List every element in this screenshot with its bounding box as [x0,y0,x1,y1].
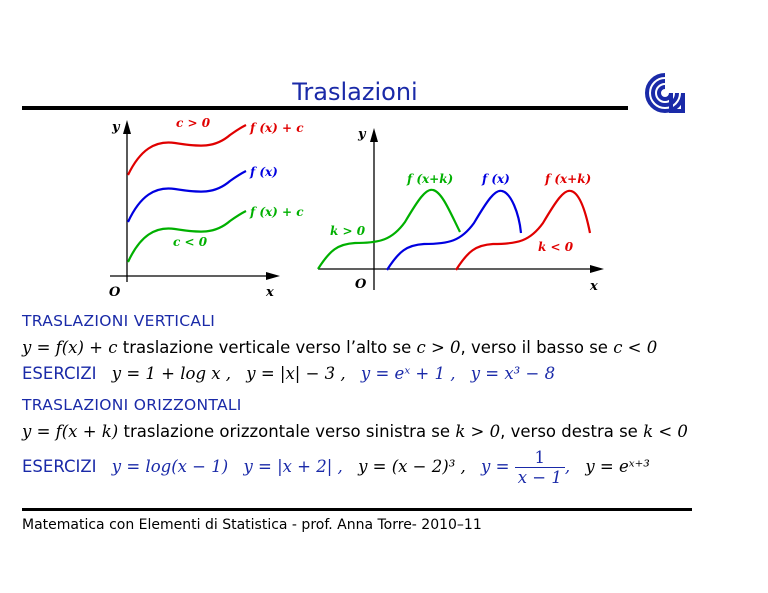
translation-graphs: y x O c > 0 f (x) + c f (x) f (x) + c c … [109,116,604,300]
horizontal-text: traslazione orizzontale verso sinistra s… [123,422,451,441]
exercises-horizontal: ESERCIZI y = log(x − 1) y = |x + 2| , y … [22,448,650,487]
vertical-text: traslazione verticale verso l’alto se [122,338,412,357]
title-underline [22,106,628,110]
exercise-2b: y = |x + 2| , [243,457,343,476]
left-x-label: x [265,285,274,300]
label-f-right: f (x) [481,172,510,186]
label-fxk-right: f (x+k) [544,172,591,186]
curve-f-x-plus-k-positive [317,188,461,270]
exercises-vertical: ESERCIZI y = 1 + log x , y = |x| − 3 , y… [22,364,555,383]
exercise-2d-fraction: 1 x − 1 [514,448,565,487]
label-fc-bottom: f (x) + c [249,205,304,219]
exercise-2d-lhs: y = [481,457,510,476]
label-c-positive: c > 0 [176,116,211,130]
curve-f [127,170,247,223]
exercise-2e: y = eˣ⁺³ [585,457,650,476]
horizontal-mid: , verso destra se [500,422,638,441]
exercise-1d: y = x³ − 8 [470,364,556,383]
exercise-1a: y = 1 + log x , [111,364,232,383]
exercise-1c: y = eˣ + 1 , [360,364,456,383]
label-c-negative: c < 0 [173,235,208,249]
fraction-numerator: 1 [534,448,546,467]
right-y-arrow [370,128,378,142]
label-k-negative: k < 0 [538,240,574,254]
horizontal-definition: y = f(x + k) traslazione orizzontale ver… [22,422,688,441]
right-graph: y x O f (x+k) f (x) f (x+k) k > 0 k < 0 [317,127,604,294]
exercises-label-vertical: ESERCIZI [22,364,97,383]
exercise-2a: y = log(x − 1) [111,457,229,476]
curve-f-plus-c-positive [127,124,247,176]
horizontal-cond-negative: k < 0 [643,422,688,441]
vertical-definition: y = f(x) + c traslazione verticale verso… [22,338,657,357]
vertical-mid: , verso il basso se [460,338,608,357]
right-y-label: y [357,127,367,142]
exercise-2d-tail: , [564,457,571,476]
curve-f-x-plus-k-negative [455,189,592,271]
footer-rule [22,508,692,511]
left-x-arrow [266,272,280,280]
left-origin: O [109,285,121,300]
label-fxk-left: f (x+k) [406,172,453,186]
right-origin: O [355,277,367,292]
horizontal-cond-positive: k > 0 [455,422,501,441]
label-f-left: f (x) [249,165,278,179]
exercises-label-horizontal: ESERCIZI [22,457,97,476]
heading-vertical: TRASLAZIONI VERTICALI [22,312,216,330]
curve-f-x-right [386,189,523,271]
heading-horizontal: TRASLAZIONI ORIZZONTALI [22,396,242,414]
left-graph: y x O c > 0 f (x) + c f (x) f (x) + c c … [109,116,304,300]
left-y-label: y [111,120,121,135]
label-k-positive: k > 0 [330,224,366,238]
right-x-label: x [589,279,598,294]
slide-title: Traslazioni [292,78,418,106]
label-fc-top: f (x) + c [249,121,304,135]
vertical-cond-negative: c < 0 [613,338,658,357]
vertical-formula: y = f(x) + c [22,338,118,357]
exercise-2c: y = (x − 2)³ , [358,457,466,476]
right-x-arrow [590,265,604,273]
footer-text: Matematica con Elementi di Statistica - … [22,517,482,533]
horizontal-formula: y = f(x + k) [22,422,119,441]
left-y-arrow [123,120,131,134]
vertical-cond-positive: c > 0 [416,338,461,357]
curve-f-plus-c-negative [127,210,247,263]
exercise-1b: y = |x| − 3 , [246,364,346,383]
university-logo [645,73,685,113]
fraction-denominator: x − 1 [514,467,565,487]
